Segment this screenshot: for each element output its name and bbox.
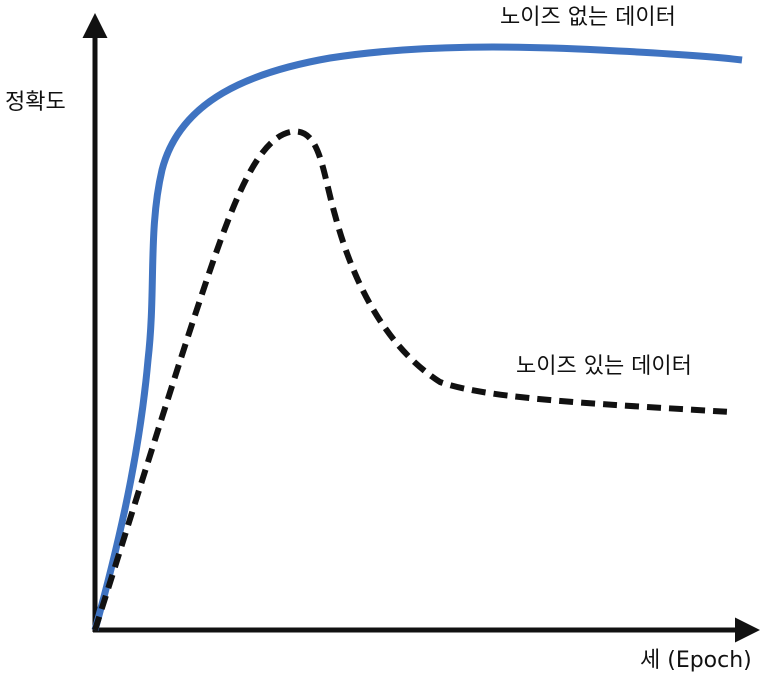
clean-label: 노이즈 없는 데이터 — [500, 5, 676, 30]
x-axis-label: 세 (Epoch) — [640, 648, 752, 673]
noisy-label: 노이즈 있는 데이터 — [516, 354, 692, 379]
clean-curve — [91, 43, 743, 631]
noisy-curve — [92, 128, 731, 631]
y-axis-label: 정확도 — [5, 90, 66, 115]
